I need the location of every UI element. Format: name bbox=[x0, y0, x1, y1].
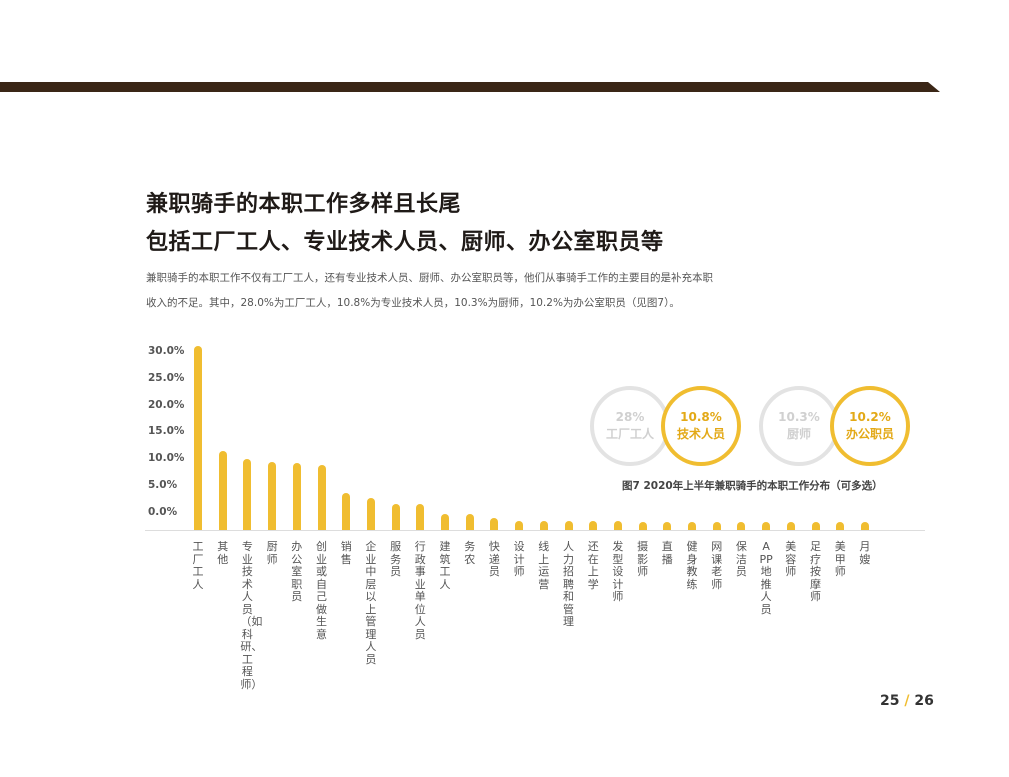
highlight-value: 10.2% bbox=[849, 410, 891, 424]
bar bbox=[539, 520, 548, 530]
bar bbox=[317, 464, 326, 530]
x-tick-label: 线上运营 bbox=[538, 540, 550, 591]
y-tick-label: 0.0% bbox=[148, 505, 178, 518]
x-axis-line bbox=[145, 530, 925, 531]
x-tick-label: 人力招聘和管理 bbox=[563, 540, 574, 628]
bar bbox=[786, 522, 795, 530]
x-tick-label: 服务员 bbox=[390, 540, 402, 578]
x-tick-label: 工厂工人 bbox=[192, 540, 204, 591]
bar bbox=[366, 498, 375, 530]
y-tick-label: 10.0% bbox=[148, 452, 185, 465]
x-tick-label: 摄影师 bbox=[637, 540, 649, 578]
x-tick-label: 快递员 bbox=[488, 540, 500, 578]
highlight-label: 工厂工人 bbox=[605, 427, 654, 441]
bar bbox=[441, 513, 449, 530]
highlight-office-staff: 10.2% 办公职员 bbox=[830, 386, 910, 466]
x-tick-label: 美容师 bbox=[785, 540, 797, 578]
page-number: 25 / 26 bbox=[880, 693, 934, 709]
header-band bbox=[0, 82, 940, 92]
bar bbox=[811, 522, 820, 530]
bar bbox=[465, 514, 474, 530]
y-tick-label: 25.0% bbox=[148, 371, 185, 384]
x-tick-label: 保洁员 bbox=[735, 540, 747, 578]
x-tick-label: 网课老师 bbox=[711, 540, 723, 591]
bar bbox=[589, 521, 598, 530]
x-tick-label: 销售 bbox=[340, 540, 352, 566]
bar bbox=[416, 504, 425, 530]
y-tick-label: 15.0% bbox=[148, 425, 185, 438]
bar bbox=[243, 459, 252, 530]
bar bbox=[391, 503, 400, 530]
x-tick-label: 厨师 bbox=[266, 540, 278, 566]
x-tick-label: 务农 bbox=[464, 540, 476, 566]
highlight-value: 10.8% bbox=[680, 410, 722, 424]
y-tick-label: 30.0% bbox=[148, 345, 185, 357]
bar bbox=[515, 520, 524, 530]
bar bbox=[268, 462, 277, 530]
y-tick-label: 5.0% bbox=[148, 479, 178, 491]
y-tick-label: 20.0% bbox=[148, 398, 185, 411]
x-tick-label: 还在上学 bbox=[587, 540, 599, 591]
highlight-factory-worker: 28% 工厂工人 bbox=[590, 386, 670, 466]
highlight-value: 28% bbox=[615, 410, 645, 424]
chart-caption: 图7 2020年上半年兼职骑手的本职工作分布（可多选） bbox=[622, 480, 883, 492]
bar bbox=[836, 522, 845, 530]
bar bbox=[712, 522, 721, 530]
x-tick-label: 行政事业单位人员 bbox=[414, 540, 426, 641]
highlight-label: 技术人员 bbox=[676, 427, 725, 441]
x-tick-label: 专业技术人员（如科研、工程师） bbox=[240, 540, 263, 691]
bar bbox=[663, 522, 672, 530]
bar bbox=[194, 346, 202, 530]
highlight-value: 10.3% bbox=[778, 410, 820, 424]
description-line-2: 收入的不足。其中，28.0%为工厂工人，10.8%为专业技术人员，10.3%为厨… bbox=[146, 297, 680, 309]
bar bbox=[218, 451, 227, 530]
x-tick-label: 企业中层以上管理人员 bbox=[365, 540, 377, 666]
page-separator: / bbox=[904, 693, 910, 709]
bar bbox=[564, 521, 573, 530]
bar bbox=[737, 522, 746, 530]
highlight-label: 办公职员 bbox=[845, 427, 894, 441]
description-line-1: 兼职骑手的本职工作不仅有工厂工人，还有专业技术人员、厨师、办公室职员等，他们从事… bbox=[146, 272, 713, 284]
x-tick-label: 健身教练 bbox=[686, 540, 698, 591]
bar bbox=[688, 522, 696, 530]
bar bbox=[638, 522, 647, 530]
bar bbox=[860, 522, 869, 530]
x-tick-label: 美甲师 bbox=[834, 540, 846, 578]
x-tick-label: 直播 bbox=[661, 540, 673, 566]
x-tick-label: APP地推人员 bbox=[759, 540, 773, 616]
x-tick-label: 创业或自己做生意 bbox=[316, 540, 327, 641]
title-line-1: 兼职骑手的本职工作多样且长尾 bbox=[146, 192, 462, 217]
bar bbox=[762, 522, 771, 530]
highlight-chef: 10.3% 厨师 bbox=[759, 386, 839, 466]
bar bbox=[613, 521, 622, 530]
x-tick-label: 办公室职员 bbox=[291, 540, 303, 603]
page-total: 26 bbox=[914, 693, 934, 709]
x-tick-label: 发型设计师 bbox=[612, 540, 624, 603]
highlight-label: 厨师 bbox=[786, 427, 811, 441]
highlight-technician: 10.8% 技术人员 bbox=[661, 386, 741, 466]
x-tick-label: 建筑工人 bbox=[439, 540, 451, 591]
x-tick-label: 设计师 bbox=[513, 540, 525, 578]
x-tick-label: 足疗按摩师 bbox=[810, 540, 821, 603]
bar bbox=[292, 462, 301, 530]
bar bbox=[342, 493, 351, 530]
bar bbox=[490, 517, 499, 530]
x-tick-label: 其他 bbox=[217, 540, 229, 566]
x-tick-label: 月嫂 bbox=[859, 540, 871, 566]
title-line-2: 包括工厂工人、专业技术人员、厨师、办公室职员等 bbox=[146, 230, 664, 255]
page-current: 25 bbox=[880, 693, 900, 709]
